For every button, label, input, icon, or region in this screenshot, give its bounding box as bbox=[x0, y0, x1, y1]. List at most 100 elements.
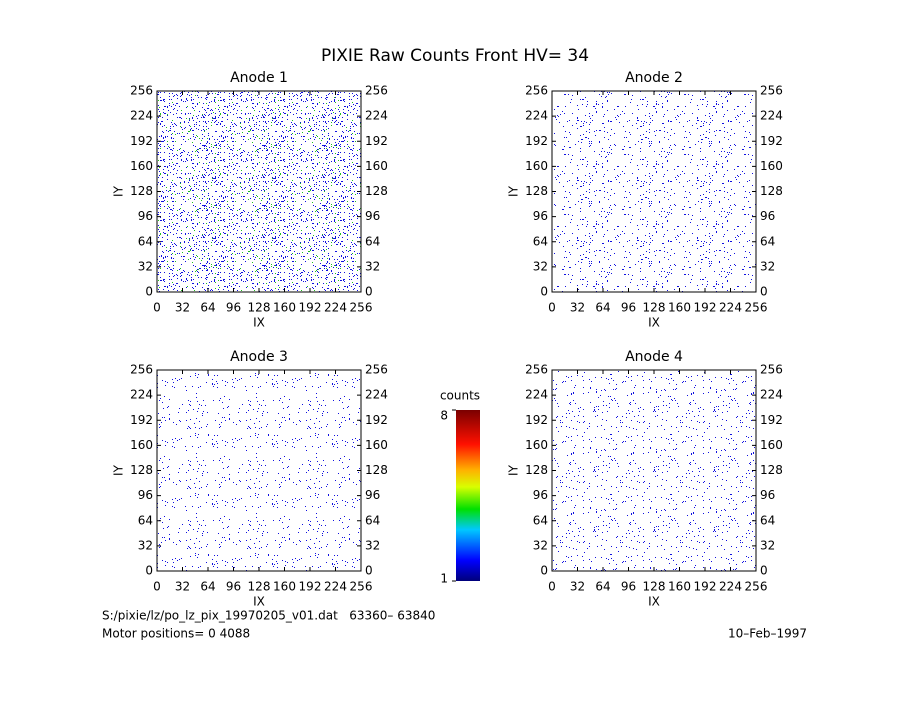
y-axis-label: IY bbox=[507, 185, 521, 197]
y-tick-label: 160 bbox=[130, 159, 153, 173]
y-tick-label-right: 256 bbox=[365, 363, 388, 377]
y-tick-label: 192 bbox=[130, 134, 153, 148]
y-tick-label-right: 224 bbox=[760, 388, 783, 402]
colorbar bbox=[456, 410, 480, 581]
y-tick-label-right: 224 bbox=[365, 388, 388, 402]
plot-texture bbox=[157, 91, 361, 292]
x-tick-label: 96 bbox=[226, 580, 241, 594]
panel-title: Anode 1 bbox=[230, 70, 288, 86]
y-axis-label: IY bbox=[112, 185, 126, 197]
x-tick-label: 224 bbox=[719, 580, 742, 594]
y-tick-label-right: 96 bbox=[365, 209, 380, 223]
y-tick-label: 96 bbox=[533, 488, 548, 502]
x-tick-label: 128 bbox=[643, 580, 666, 594]
plot-texture bbox=[157, 370, 361, 571]
y-tick-label-right: 0 bbox=[365, 564, 373, 578]
x-axis-label: IX bbox=[648, 316, 660, 330]
y-tick-label: 256 bbox=[130, 84, 153, 98]
x-tick-label: 96 bbox=[621, 301, 636, 315]
y-tick-label: 224 bbox=[525, 388, 548, 402]
y-tick-label-right: 192 bbox=[365, 134, 388, 148]
page-title: PIXIE Raw Counts Front HV= 34 bbox=[321, 46, 589, 66]
x-tick-label: 64 bbox=[595, 580, 610, 594]
y-tick-label: 192 bbox=[525, 134, 548, 148]
y-tick-label: 96 bbox=[138, 209, 153, 223]
y-tick-label: 224 bbox=[130, 109, 153, 123]
x-tick-label: 224 bbox=[324, 301, 347, 315]
x-axis-label: IX bbox=[253, 595, 265, 609]
y-tick-label: 256 bbox=[525, 84, 548, 98]
x-tick-label: 0 bbox=[548, 301, 556, 315]
x-tick-label: 224 bbox=[324, 580, 347, 594]
panel-title: Anode 2 bbox=[625, 70, 683, 86]
colorbar-tick-label: 8 bbox=[440, 409, 448, 423]
y-tick-label: 0 bbox=[145, 285, 153, 299]
x-tick-label: 160 bbox=[668, 301, 691, 315]
y-tick-label: 128 bbox=[130, 184, 153, 198]
y-tick-label-right: 64 bbox=[365, 234, 380, 248]
x-tick-label: 32 bbox=[570, 580, 585, 594]
file-info: S:/pixie/lz/po_lz_pix_19970205_v01.dat 6… bbox=[102, 609, 435, 623]
y-tick-label-right: 224 bbox=[365, 109, 388, 123]
x-tick-label: 0 bbox=[153, 301, 161, 315]
y-tick-label: 160 bbox=[525, 159, 548, 173]
y-tick-label-right: 256 bbox=[760, 84, 783, 98]
y-tick-label: 128 bbox=[130, 463, 153, 477]
y-tick-label-right: 128 bbox=[365, 184, 388, 198]
y-tick-label-right: 0 bbox=[365, 285, 373, 299]
y-tick-label: 224 bbox=[525, 109, 548, 123]
y-tick-label: 0 bbox=[145, 564, 153, 578]
y-tick-label-right: 160 bbox=[365, 438, 388, 452]
x-tick-label: 256 bbox=[745, 580, 768, 594]
x-axis-label: IX bbox=[253, 316, 265, 330]
x-tick-label: 128 bbox=[643, 301, 666, 315]
x-tick-label: 256 bbox=[350, 580, 373, 594]
y-tick-label-right: 256 bbox=[365, 84, 388, 98]
x-tick-label: 256 bbox=[745, 301, 768, 315]
x-tick-label: 224 bbox=[719, 301, 742, 315]
y-tick-label-right: 96 bbox=[760, 488, 775, 502]
x-tick-label: 160 bbox=[273, 301, 296, 315]
y-tick-label-right: 32 bbox=[365, 259, 380, 273]
y-tick-label-right: 160 bbox=[365, 159, 388, 173]
y-tick-label: 128 bbox=[525, 463, 548, 477]
y-axis-label: IY bbox=[112, 464, 126, 476]
y-tick-label-right: 0 bbox=[760, 285, 768, 299]
y-tick-label: 256 bbox=[525, 363, 548, 377]
y-tick-label: 160 bbox=[130, 438, 153, 452]
x-tick-label: 160 bbox=[668, 580, 691, 594]
x-tick-label: 64 bbox=[595, 301, 610, 315]
motor-info: Motor positions= 0 4088 bbox=[102, 627, 250, 641]
y-tick-label-right: 128 bbox=[760, 184, 783, 198]
y-tick-label-right: 96 bbox=[365, 488, 380, 502]
panel-title: Anode 3 bbox=[230, 349, 288, 365]
y-tick-label-right: 160 bbox=[760, 438, 783, 452]
y-tick-label-right: 224 bbox=[760, 109, 783, 123]
y-tick-label: 32 bbox=[138, 259, 153, 273]
y-tick-label: 0 bbox=[540, 285, 548, 299]
x-tick-label: 32 bbox=[570, 301, 585, 315]
y-tick-label: 64 bbox=[533, 234, 548, 248]
date: 10–Feb–1997 bbox=[728, 627, 807, 641]
x-tick-label: 32 bbox=[175, 301, 190, 315]
y-tick-label: 0 bbox=[540, 564, 548, 578]
y-tick-label-right: 32 bbox=[365, 538, 380, 552]
y-tick-label: 32 bbox=[138, 538, 153, 552]
x-tick-label: 192 bbox=[299, 301, 322, 315]
y-tick-label: 96 bbox=[533, 209, 548, 223]
x-axis-label: IX bbox=[648, 595, 660, 609]
x-tick-label: 192 bbox=[694, 301, 717, 315]
y-tick-label: 64 bbox=[533, 513, 548, 527]
y-tick-label-right: 128 bbox=[760, 463, 783, 477]
y-tick-label: 224 bbox=[130, 388, 153, 402]
x-tick-label: 96 bbox=[621, 580, 636, 594]
y-tick-label: 192 bbox=[130, 413, 153, 427]
x-tick-label: 64 bbox=[200, 580, 215, 594]
y-tick-label: 256 bbox=[130, 363, 153, 377]
y-tick-label: 96 bbox=[138, 488, 153, 502]
y-tick-label: 64 bbox=[138, 234, 153, 248]
x-tick-label: 192 bbox=[694, 580, 717, 594]
